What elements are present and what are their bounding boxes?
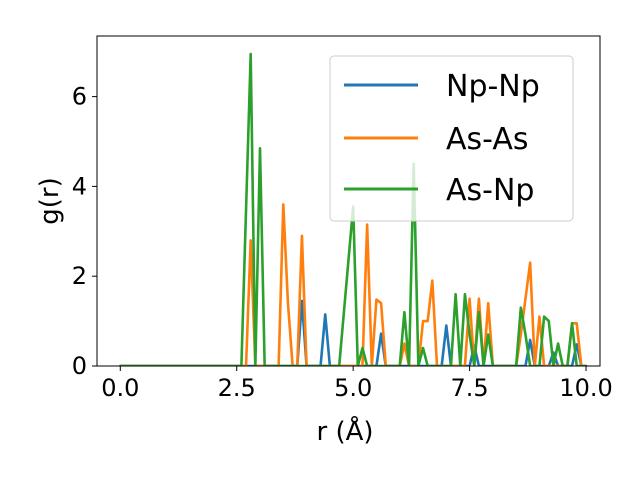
series-line-as-as bbox=[118, 203, 583, 366]
legend-label-as-np: As-Np bbox=[446, 173, 534, 208]
series-line-as-np bbox=[118, 52, 588, 366]
y-tick-label: 0 bbox=[72, 352, 87, 380]
x-axis-ticks: 0.0 2.5 5.0 7.5 10.0 bbox=[101, 366, 613, 402]
x-tick-label: 2.5 bbox=[218, 374, 256, 402]
x-tick-label: 0.0 bbox=[101, 374, 139, 402]
x-tick-label: 5.0 bbox=[334, 374, 372, 402]
series-line-np-np bbox=[118, 299, 588, 366]
y-axis-ticks: 0 2 4 6 bbox=[72, 83, 97, 380]
y-tick-label: 6 bbox=[72, 83, 87, 111]
x-tick-label: 7.5 bbox=[451, 374, 489, 402]
x-tick-label: 10.0 bbox=[559, 374, 612, 402]
legend-box bbox=[329, 55, 574, 222]
series-layer bbox=[118, 52, 588, 366]
axes-frame bbox=[96, 35, 601, 367]
y-tick-label: 4 bbox=[72, 172, 87, 200]
y-axis-label: g(r) bbox=[35, 177, 65, 224]
legend-label-as-as: As-As bbox=[446, 122, 528, 157]
y-tick-label: 2 bbox=[72, 262, 87, 290]
legend: Np-Np As-As As-Np bbox=[329, 55, 574, 222]
legend-label-np-np: Np-Np bbox=[446, 69, 540, 104]
x-axis-label: r (Å) bbox=[316, 415, 373, 447]
